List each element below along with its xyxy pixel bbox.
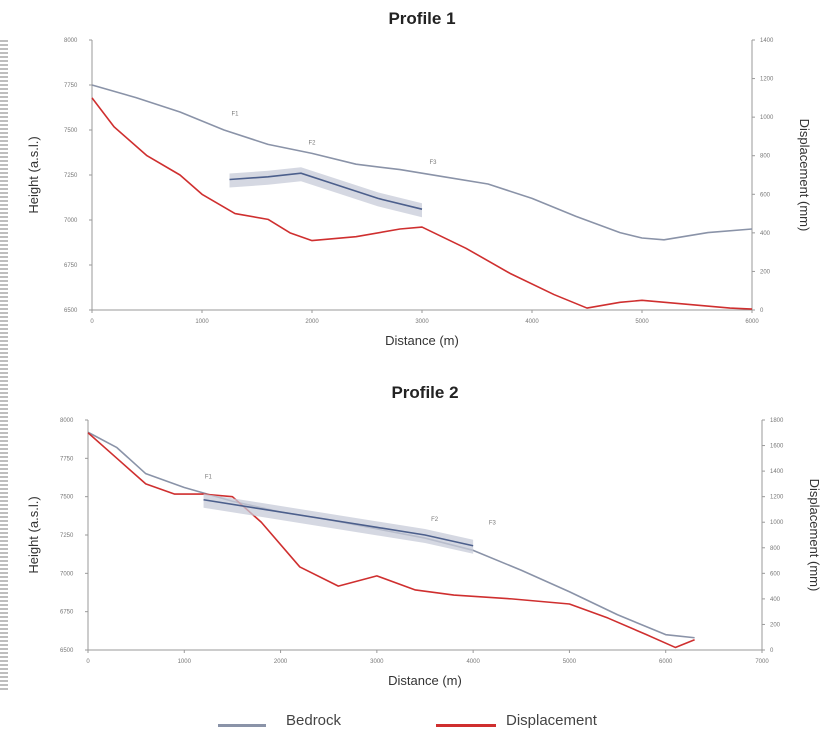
x-tick-label: 5000 xyxy=(635,319,649,325)
annotation-label: F2 xyxy=(308,140,316,146)
series-fault-line xyxy=(229,172,423,210)
y-right-tick-label: 600 xyxy=(760,192,771,198)
chart-title: Profile 2 xyxy=(391,383,458,402)
y-tick-label: 7750 xyxy=(60,456,74,462)
fault-uncertainty-band xyxy=(203,493,474,554)
series-bedrock-line xyxy=(91,84,753,241)
x-axis-label: Distance (m) xyxy=(385,333,459,348)
x-tick-label: 6000 xyxy=(659,659,673,665)
annotation-label: F2 xyxy=(431,517,439,523)
y-tick-label: 7250 xyxy=(64,173,78,179)
annotation-label: F3 xyxy=(429,160,437,166)
x-tick-label: 4000 xyxy=(466,659,480,665)
y-right-tick-label: 800 xyxy=(770,546,781,552)
annotation-label: F3 xyxy=(489,520,497,526)
y-right-axis-label: Displacement (mm) xyxy=(807,479,822,592)
y-right-tick-label: 1400 xyxy=(770,469,784,475)
x-tick-label: 1000 xyxy=(195,319,209,325)
legend-label-bedrock: Bedrock xyxy=(286,712,342,729)
legend-swatch-displacement xyxy=(436,724,496,727)
x-tick-label: 0 xyxy=(86,659,90,665)
series-displacement-line xyxy=(87,432,695,649)
annotation-label: F1 xyxy=(205,474,213,480)
x-axis-label: Distance (m) xyxy=(388,673,462,688)
left-edge-stripe xyxy=(0,40,8,690)
y-tick-label: 6500 xyxy=(60,648,74,654)
y-right-tick-label: 1000 xyxy=(770,520,784,526)
y-tick-label: 7000 xyxy=(60,571,74,577)
y-tick-label: 7750 xyxy=(64,83,78,89)
legend-swatch-bedrock xyxy=(218,724,266,727)
y-right-tick-label: 0 xyxy=(770,648,774,654)
y-tick-label: 7500 xyxy=(64,128,78,134)
x-tick-label: 6000 xyxy=(745,319,759,325)
x-tick-label: 0 xyxy=(90,319,94,325)
legend-label-displacement: Displacement xyxy=(506,712,597,729)
y-axis-label: Height (a.s.l.) xyxy=(26,496,41,573)
legend: Bedrock Displacement xyxy=(0,708,822,736)
y-right-tick-label: 1400 xyxy=(760,38,774,44)
y-right-tick-label: 1000 xyxy=(760,115,774,121)
y-tick-label: 7250 xyxy=(60,533,74,539)
y-right-tick-label: 0 xyxy=(760,308,764,314)
y-right-tick-label: 1600 xyxy=(770,444,784,450)
x-tick-label: 5000 xyxy=(563,659,577,665)
profile-1-chart: Profile 10 1000 2000 3000 4000 5000 6000650067… xyxy=(26,9,812,348)
y-tick-label: 6500 xyxy=(64,308,78,314)
x-tick-label: 2000 xyxy=(274,659,288,665)
chart-title: Profile 1 xyxy=(388,9,455,28)
y-right-tick-label: 1800 xyxy=(770,418,784,424)
y-right-tick-label: 200 xyxy=(760,269,771,275)
annotation-label: F1 xyxy=(231,112,239,118)
y-right-tick-label: 800 xyxy=(760,154,771,160)
y-tick-label: 6750 xyxy=(64,263,78,269)
y-tick-label: 7000 xyxy=(64,218,78,224)
y-tick-label: 8000 xyxy=(60,418,74,424)
fault-uncertainty-band xyxy=(229,167,422,218)
y-tick-label: 7500 xyxy=(60,495,74,501)
x-tick-label: 4000 xyxy=(525,319,539,325)
y-right-tick-label: 400 xyxy=(770,597,781,603)
y-right-tick-label: 1200 xyxy=(770,495,784,501)
y-right-axis-label: Displacement (mm) xyxy=(797,119,812,232)
series-fault-line xyxy=(203,498,474,547)
x-tick-label: 3000 xyxy=(370,659,384,665)
y-right-tick-label: 400 xyxy=(760,231,771,237)
x-tick-label: 3000 xyxy=(415,319,429,325)
y-right-tick-label: 600 xyxy=(770,571,781,577)
x-tick-label: 2000 xyxy=(305,319,319,325)
y-right-tick-label: 200 xyxy=(770,622,781,628)
y-right-tick-label: 1200 xyxy=(760,77,774,83)
x-tick-label: 1000 xyxy=(178,659,192,665)
profile-2-chart: Profile 20 1000 2000 3000 4000 5000 6000 700065… xyxy=(26,383,822,688)
y-axis-label: Height (a.s.l.) xyxy=(26,136,41,213)
y-tick-label: 6750 xyxy=(60,610,74,616)
y-tick-label: 8000 xyxy=(64,38,78,44)
profiles-figure: Profile 10 1000 2000 3000 4000 5000 6000650067… xyxy=(26,9,822,688)
x-tick-label: 7000 xyxy=(755,659,769,665)
